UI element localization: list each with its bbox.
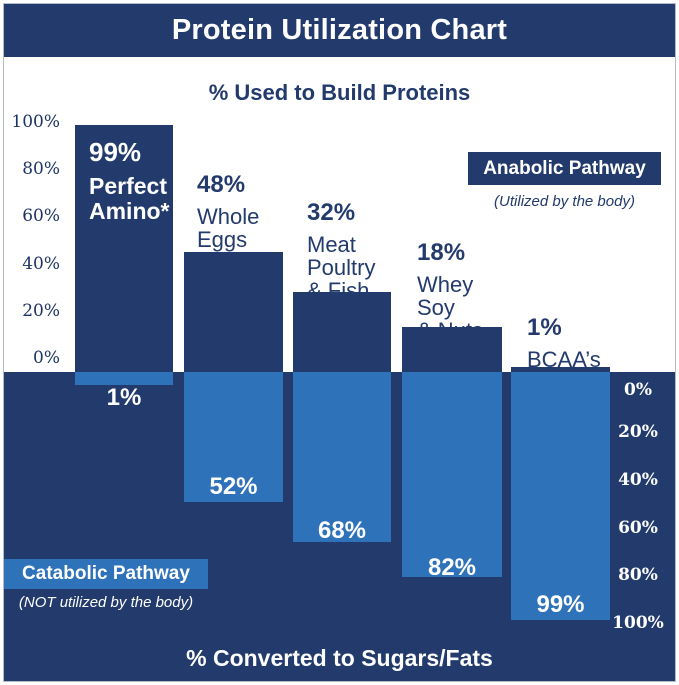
callout-name: Whole Eggs	[197, 205, 259, 251]
axis-tick: 20%	[618, 422, 658, 442]
callout-whey-soy-nuts: 18% Whey Soy & Nuts	[417, 239, 483, 342]
down-bar-whole-eggs	[184, 372, 283, 502]
name-line: Eggs	[197, 227, 248, 252]
up-bar-perfect-amino: 99% Perfect Amino*	[75, 124, 173, 372]
down-label-perfect-amino: 1%	[106, 384, 142, 411]
name-line: Whey	[417, 272, 474, 297]
down-bar-perfect-amino	[75, 372, 173, 385]
up-bar-label-perfect-amino: 99% Perfect Amino*	[89, 137, 170, 224]
catabolic-legend-box: Catabolic Pathway	[4, 559, 208, 589]
name-line: BCAA’s	[527, 347, 601, 372]
axis-tick: 60%	[22, 206, 60, 226]
name-line: & Fish	[307, 278, 370, 303]
callout-pct: 1%	[527, 314, 562, 341]
down-label-whey-soy-nuts: 82%	[427, 554, 477, 581]
name-line: Poultry	[307, 255, 376, 280]
axis-tick: 100%	[11, 112, 60, 132]
axis-tick: 0%	[624, 380, 652, 400]
axis-tick: 80%	[618, 565, 658, 585]
axis-tick: 100%	[612, 613, 664, 633]
name-line: Whole	[197, 204, 260, 229]
name-line: Amino*	[89, 197, 170, 224]
callout-bcaas: 1% BCAA’s	[527, 314, 601, 371]
name-line: & Nuts	[417, 318, 484, 343]
down-label-meat-poultry-fish: 68%	[317, 517, 367, 544]
up-bar-bcaas	[511, 367, 610, 372]
anabolic-legend-box: Anabolic Pathway	[468, 152, 661, 185]
name-line: Perfect	[89, 172, 167, 199]
callout-name: Whey Soy & Nuts	[417, 273, 483, 342]
callout-pct: 18%	[417, 239, 466, 266]
up-pct: 99%	[89, 136, 142, 167]
header-band: Protein Utilization Chart	[4, 4, 675, 57]
callout-whole-eggs: 48% Whole Eggs	[197, 171, 259, 251]
down-bar-bcaas	[511, 372, 610, 620]
chart-title: Protein Utilization Chart	[171, 14, 508, 46]
name-line: Soy	[417, 295, 455, 320]
callout-meat-poultry-fish: 32% Meat Poultry & Fish	[307, 199, 375, 302]
name-line: Meat	[307, 232, 356, 257]
anabolic-legend-caption: (Utilized by the body)	[494, 193, 635, 210]
axis-tick: 80%	[22, 159, 60, 179]
up-bar-whey-soy-nuts	[402, 327, 502, 372]
down-bar-whey-soy-nuts	[402, 372, 502, 577]
up-bar-meat-poultry-fish	[293, 292, 391, 372]
down-label-whole-eggs: 52%	[209, 473, 258, 500]
callout-name: Meat Poultry & Fish	[307, 233, 375, 302]
down-label-bcaas: 99%	[536, 591, 585, 618]
axis-tick: 20%	[22, 301, 60, 321]
callout-name: BCAA’s	[527, 348, 601, 371]
axis-tick: 40%	[22, 254, 60, 274]
callout-pct: 48%	[197, 171, 246, 198]
axis-tick: 60%	[618, 518, 658, 538]
top-section-heading: % Used to Build Proteins	[208, 80, 471, 105]
up-bar-whole-eggs	[184, 252, 283, 372]
down-bar-meat-poultry-fish	[293, 372, 391, 542]
bottom-section-heading: % Converted to Sugars/Fats	[186, 645, 493, 671]
catabolic-legend-caption: (NOT utilized by the body)	[18, 594, 194, 611]
axis-tick: 0%	[33, 348, 60, 368]
callout-pct: 32%	[307, 199, 356, 226]
axis-tick: 40%	[618, 470, 658, 490]
up-name: Perfect Amino*	[89, 172, 170, 224]
